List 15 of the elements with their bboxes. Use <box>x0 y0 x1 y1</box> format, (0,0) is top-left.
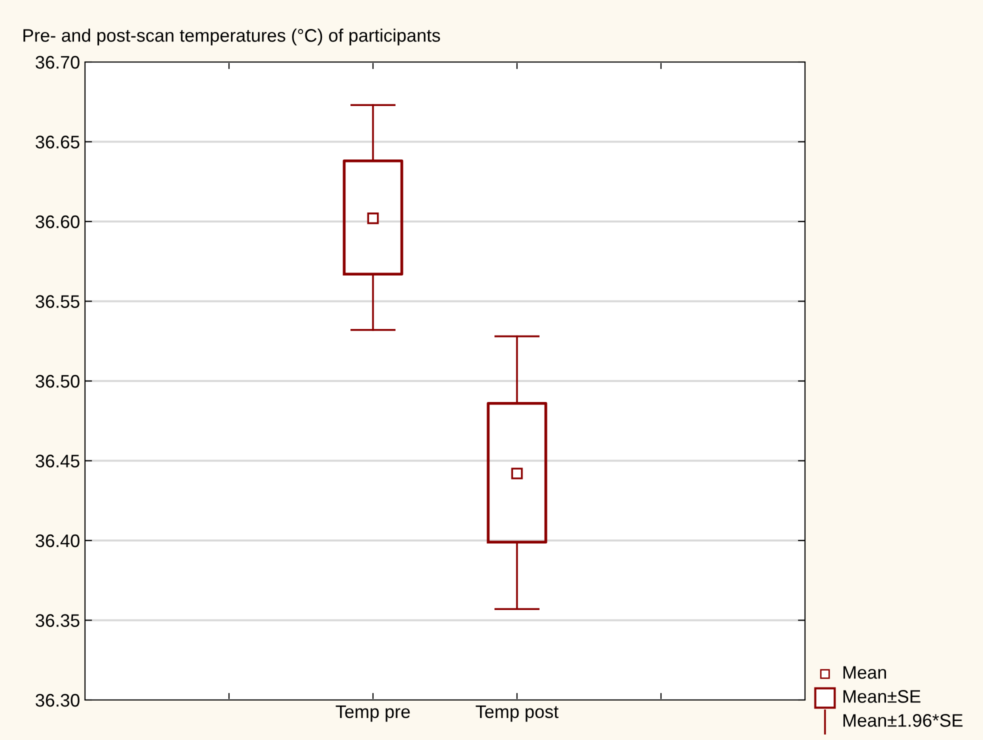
y-tick-label: 36.45 <box>36 454 80 468</box>
x-tick-label: Temp post <box>476 706 559 722</box>
text: Mean±SE <box>843 690 920 703</box>
y-tick-label: 36.60 <box>36 215 80 228</box>
x-tick-label: Temp pre <box>336 706 410 722</box>
y-tick-label: 36.70 <box>36 56 80 69</box>
y-tick-label: 36.40 <box>36 534 80 548</box>
y-tick-label: 36.30 <box>36 694 80 707</box>
text: Mean <box>843 666 886 679</box>
text: Mean±1.96*SE <box>843 714 963 727</box>
chart-title: Pre- and post-scan temperatures (°C) of participants <box>23 28 440 46</box>
y-tick-label: 36.50 <box>36 374 80 388</box>
y-tick-label: 36.55 <box>36 295 80 308</box>
y-tick-label: 36.35 <box>36 614 80 627</box>
y-tick-label: 36.65 <box>36 136 80 148</box>
